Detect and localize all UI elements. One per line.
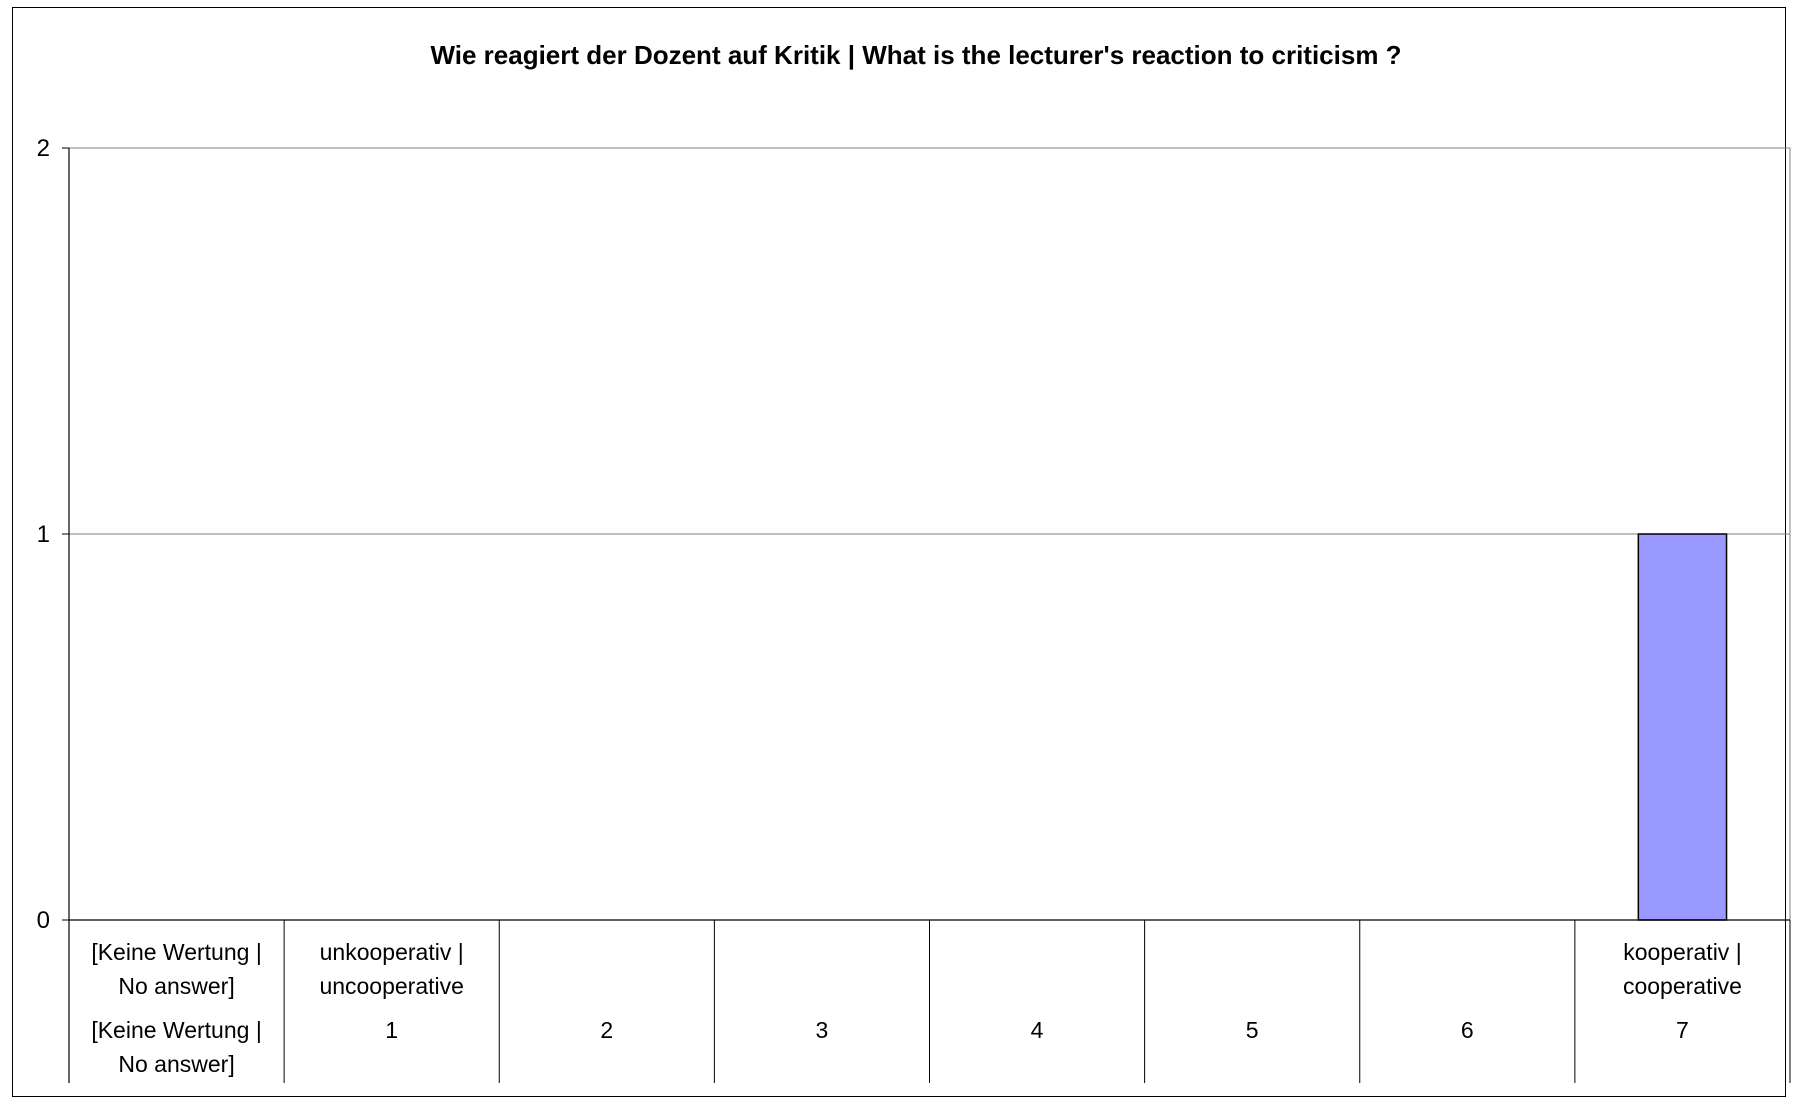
y-tick-label: 0 [37,907,50,934]
y-axis-ticks: 0 1 2 [37,135,69,934]
x-category-label: 6 [1461,1017,1474,1043]
x-category-top-label: unkooperativ | [320,939,464,965]
bars [1637,533,1728,921]
y-tick-label: 1 [37,521,50,548]
bar-7 [1637,533,1728,921]
x-category-label: 2 [600,1017,613,1043]
x-category-top-label: No answer] [118,973,234,999]
x-category-label: No answer] [118,1051,234,1077]
x-axis-labels: [Keine Wertung | No answer] unkooperativ |… [91,939,1742,1077]
x-category-top-label: [Keine Wertung | [91,939,261,965]
chart-title: Wie reagiert der Dozent auf Kritik | Wha… [430,40,1401,70]
x-category-label: [Keine Wertung | [91,1017,261,1043]
x-category-top-label: kooperativ | [1623,939,1741,965]
axes [68,148,1791,1083]
x-category-label: 1 [385,1017,398,1043]
x-category-label: 7 [1676,1017,1689,1043]
chart-area [12,7,1786,1097]
x-category-label: 3 [816,1017,829,1043]
y-tick-label: 2 [37,135,50,162]
x-category-label: 5 [1246,1017,1259,1043]
x-category-top-label: uncooperative [319,973,464,999]
x-category-label: 4 [1031,1017,1044,1043]
gridlines [68,147,1791,921]
x-category-top-label: cooperative [1623,973,1742,999]
